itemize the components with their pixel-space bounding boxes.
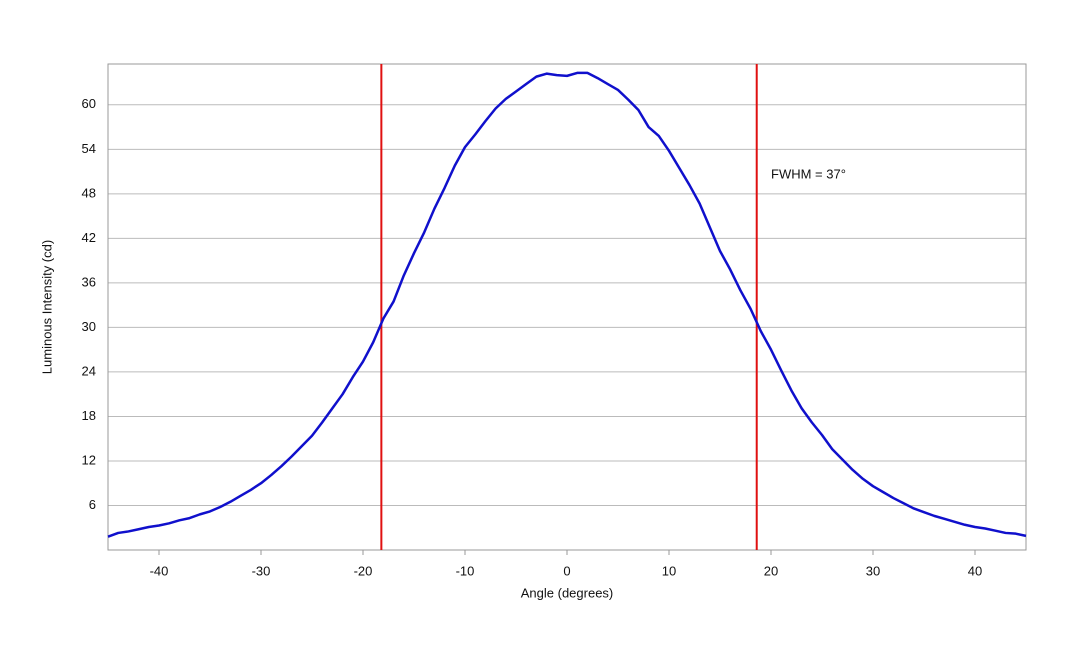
y-axis-label: Luminous Intensity (cd) — [39, 240, 54, 374]
y-tick-label: 36 — [82, 274, 96, 289]
x-tick-label: 20 — [764, 563, 778, 578]
y-tick-label: 48 — [82, 185, 96, 200]
x-tick-label: 0 — [563, 563, 570, 578]
y-tick-label: 30 — [82, 319, 96, 334]
x-tick-label: 30 — [866, 563, 880, 578]
x-tick-label: -10 — [456, 563, 475, 578]
x-tick-label: 40 — [968, 563, 982, 578]
y-tick-label: 60 — [82, 96, 96, 111]
annotation: FWHM = 37° — [771, 167, 846, 182]
y-tick-label: 12 — [82, 452, 96, 467]
x-tick-label: -30 — [252, 563, 271, 578]
y-tick-label: 24 — [82, 363, 96, 378]
y-tick-label: 54 — [82, 141, 96, 156]
x-tick-label: 10 — [662, 563, 676, 578]
data-line — [107, 71, 1027, 538]
y-tick-label: 42 — [82, 230, 96, 245]
x-tick-label: -20 — [354, 563, 373, 578]
y-tick-label: 18 — [82, 408, 96, 423]
x-tick-label: -40 — [150, 563, 169, 578]
x-axis-label: Angle (degrees) — [521, 585, 614, 600]
plot-frame — [107, 63, 1027, 551]
y-tick-label: 6 — [89, 497, 96, 512]
